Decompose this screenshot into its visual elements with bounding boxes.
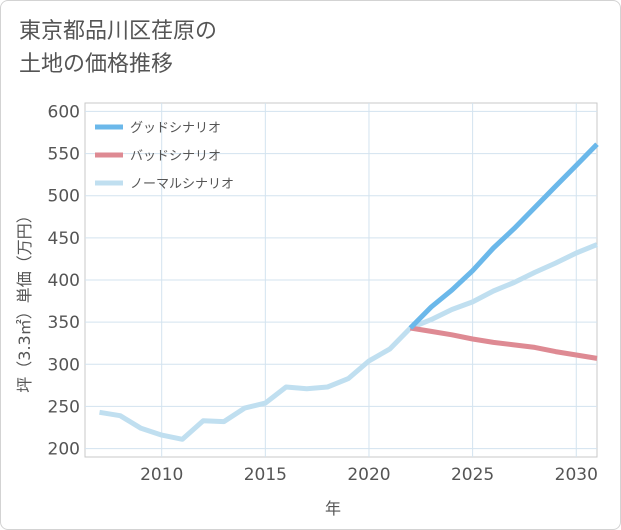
y-tick-label: 350 xyxy=(48,313,80,333)
legend-label: グッドシナリオ xyxy=(130,121,221,136)
title-line-2: 土地の価格推移 xyxy=(19,52,174,77)
tick-labels: 200 250 300 350 400 450 500 550 600 2010 2015 2020 2… xyxy=(48,102,598,485)
title-line-1: 東京都品川区荏原の xyxy=(19,19,218,44)
x-axis-title: 年 xyxy=(325,499,341,518)
x-tick-label: 2020 xyxy=(347,465,390,485)
x-tick-label: 2030 xyxy=(555,465,598,485)
y-tick-label: 550 xyxy=(48,145,80,165)
y-axis-title: 坪（3.3㎡）単価（万円） xyxy=(15,207,34,392)
chart-title: 東京都品川区荏原の 土地の価格推移 xyxy=(19,15,217,81)
y-tick-label: 400 xyxy=(48,271,80,291)
x-tick-label: 2025 xyxy=(451,465,494,485)
legend-label: バッドシナリオ xyxy=(130,149,221,164)
x-tick-label: 2010 xyxy=(140,465,183,485)
y-tick-label: 300 xyxy=(48,355,80,375)
grid xyxy=(84,102,598,458)
y-tick-label: 600 xyxy=(48,102,80,122)
series-lines xyxy=(99,142,599,442)
y-tick-label: 250 xyxy=(48,397,80,417)
series-line-1 xyxy=(409,325,598,361)
series-line-2 xyxy=(99,242,598,442)
y-tick-label: 450 xyxy=(48,229,80,249)
x-tick-label: 2015 xyxy=(244,465,287,485)
legend-label: ノーマルシナリオ xyxy=(130,177,234,192)
y-tick-label: 500 xyxy=(48,187,80,207)
y-tick-label: 200 xyxy=(48,440,80,460)
series-line-0 xyxy=(408,142,599,330)
